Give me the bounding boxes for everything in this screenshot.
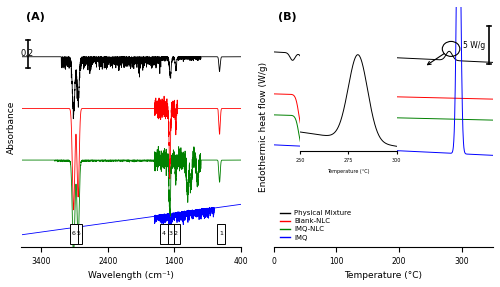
FancyBboxPatch shape [74, 224, 82, 244]
Text: 5 W/g: 5 W/g [464, 41, 485, 50]
Text: 5: 5 [76, 231, 80, 236]
Text: 2: 2 [174, 231, 178, 236]
Text: (B): (B) [278, 12, 297, 22]
Text: 4: 4 [162, 231, 166, 236]
Text: 6: 6 [72, 231, 76, 236]
X-axis label: Temperature (°C): Temperature (°C) [344, 271, 422, 280]
Text: 3: 3 [168, 231, 172, 236]
Y-axis label: Endothermic heat flow (W/g): Endothermic heat flow (W/g) [259, 62, 268, 192]
FancyBboxPatch shape [166, 224, 174, 244]
FancyBboxPatch shape [217, 224, 225, 244]
FancyBboxPatch shape [172, 224, 180, 244]
Legend: Physical Mixture, Blank-NLC, IMQ-NLC, IMQ: Physical Mixture, Blank-NLC, IMQ-NLC, IM… [277, 208, 354, 243]
FancyBboxPatch shape [160, 224, 168, 244]
Text: (A): (A) [26, 12, 45, 22]
Text: 0.2: 0.2 [20, 49, 34, 59]
Y-axis label: Absorbance: Absorbance [7, 100, 16, 154]
FancyBboxPatch shape [70, 224, 78, 244]
X-axis label: Wavelength (cm⁻¹): Wavelength (cm⁻¹) [88, 271, 174, 280]
Text: 1: 1 [219, 231, 223, 236]
